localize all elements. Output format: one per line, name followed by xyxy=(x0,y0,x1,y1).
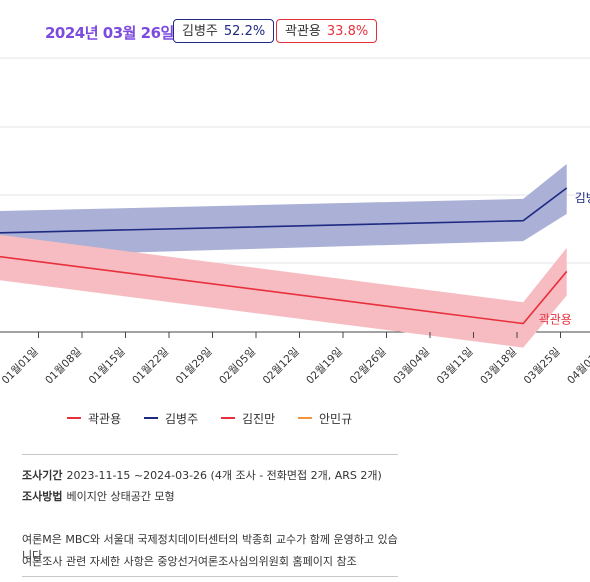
confidence-band-1 xyxy=(0,234,567,348)
x-tick-label: 02월12일 xyxy=(260,345,302,387)
badge-kwak: 곽관용 33.8% xyxy=(276,19,378,43)
legend-item-kwak[interactable]: 곽관용 xyxy=(67,408,121,428)
x-tick-label: 01월22일 xyxy=(129,345,171,387)
note-reference: 여론조사 관련 자세한 사항은 중앙선거여론조사심의위원회 홈페이지 참조 xyxy=(22,555,357,568)
x-tick-label: 02월05일 xyxy=(216,345,258,387)
date-label: 2024년 03월 26일 xyxy=(45,24,174,42)
survey-method: 조사방법 베이지안 상태공간 모형 xyxy=(22,488,398,504)
legend-label: 안민규 xyxy=(319,411,353,426)
header: 2024년 03월 26일 김병주 52.2% 곽관용 33.8% xyxy=(0,0,590,62)
badge-kwak-name: 곽관용 xyxy=(285,24,321,39)
x-tick-label: 02월19일 xyxy=(303,345,345,387)
legend-item-kim[interactable]: 김병주 xyxy=(144,408,198,428)
legend-swatch xyxy=(67,417,81,419)
series-end-label-1: 곽관용 xyxy=(539,312,572,326)
x-tick-label: 01월15일 xyxy=(86,345,128,387)
badge-kwak-pct: 33.8% xyxy=(326,24,369,39)
legend-swatch xyxy=(298,417,312,419)
poll-trend-chart: 김병주곽관용12월25일01월01일01월08일01월15일01월22일01월2… xyxy=(0,57,590,387)
divider-top xyxy=(22,454,398,455)
x-tick-label: 01월08일 xyxy=(42,345,84,387)
survey-period-label: 조사기간 xyxy=(22,469,63,482)
badge-kim-name: 김병주 xyxy=(182,24,218,39)
x-tick-label: 01월01일 xyxy=(0,345,41,387)
x-tick-label: 01월29일 xyxy=(173,345,215,387)
x-tick-label: 03월18일 xyxy=(477,345,519,387)
confidence-band-0 xyxy=(0,164,567,257)
chart-legend: 곽관용 김병주 김진만 안민규 xyxy=(0,408,440,428)
legend-item-ahn[interactable]: 안민규 xyxy=(298,408,352,428)
survey-method-value: 베이지안 상태공간 모형 xyxy=(66,490,175,503)
survey-method-label: 조사방법 xyxy=(22,490,63,503)
series-line-0 xyxy=(0,187,568,234)
legend-label: 김병주 xyxy=(165,411,199,426)
note-operator: 여론M은 MBC와 서울대 국제정치데이터센터의 박종희 교수가 함께 운영하고… xyxy=(22,533,398,562)
series-line-1 xyxy=(0,255,568,325)
series-end-label-0: 김병주 xyxy=(575,191,590,205)
legend-item-kimjinman[interactable]: 김진만 xyxy=(221,408,275,428)
x-tick-label: 04월01일 xyxy=(564,345,590,387)
survey-period-value: 2023-11-15 ~2024-03-26 (4개 조사 - 전화면접 2개,… xyxy=(66,469,382,482)
survey-period: 조사기간 2023-11-15 ~2024-03-26 (4개 조사 - 전화면접… xyxy=(22,467,398,483)
badge-kim-pct: 52.2% xyxy=(223,24,266,39)
x-tick-label: 03월11일 xyxy=(434,345,476,387)
legend-label: 김진만 xyxy=(242,411,276,426)
legend-swatch xyxy=(144,417,158,419)
x-tick-label: 03월04일 xyxy=(390,345,432,387)
badge-kim: 김병주 52.2% xyxy=(173,19,275,43)
legend-swatch xyxy=(221,417,235,419)
legend-label: 곽관용 xyxy=(88,411,122,426)
x-tick-label: 02월26일 xyxy=(347,345,389,387)
divider-bottom xyxy=(22,576,398,577)
x-tick-label: 03월25일 xyxy=(521,345,563,387)
